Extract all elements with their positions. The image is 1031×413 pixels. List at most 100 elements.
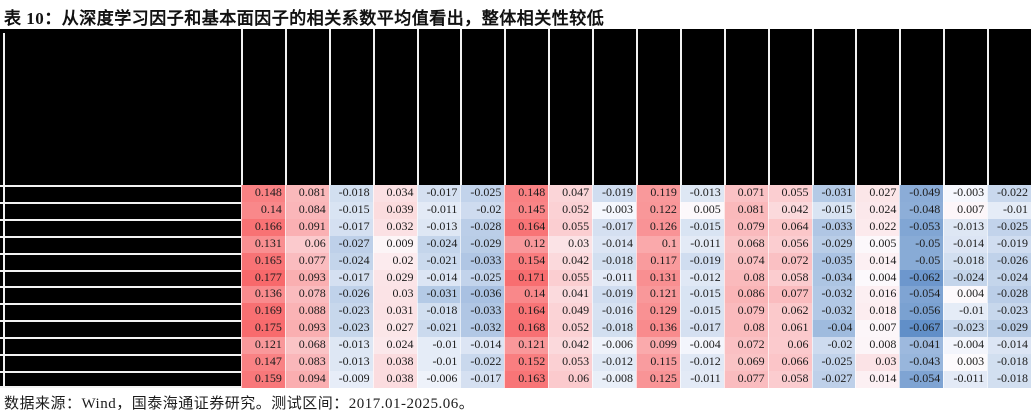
heatmap-cell: -0.031: [416, 286, 461, 304]
heatmap-cell: -0.015: [811, 201, 856, 219]
heatmap-cell: -0.026: [987, 252, 1031, 270]
heatmap-cell: 0.093: [284, 269, 329, 287]
heatmap-cell: 0.119: [636, 185, 680, 202]
heatmap-cell: 0.009: [372, 235, 417, 253]
heatmap-cell: -0.01: [416, 354, 461, 372]
heatmap-cell: -0.024: [943, 269, 988, 287]
heatmap-cell: -0.015: [679, 303, 724, 321]
heatmap-cell: 0.121: [636, 286, 680, 304]
heatmap-cell: -0.01: [987, 201, 1031, 219]
heatmap-cell: -0.006: [592, 337, 636, 355]
heatmap-cell: 0.084: [284, 201, 329, 219]
heatmap-cell: 0.117: [636, 252, 680, 270]
heatmap-cell: 0.077: [284, 252, 329, 270]
column-header-redacted: [241, 29, 285, 185]
heatmap-cell: -0.006: [416, 371, 461, 388]
heatmap-cell: -0.014: [943, 235, 988, 253]
heatmap-cell: -0.067: [899, 320, 944, 338]
heatmap-cell: 0.081: [723, 201, 768, 219]
column-header-redacted: [943, 29, 988, 185]
heatmap-cell: 0.145: [504, 201, 549, 219]
column-header-redacted: [504, 29, 549, 185]
header-corner-redacted: [0, 29, 241, 185]
column-header-redacted: [460, 29, 505, 185]
heatmap-cell: 0.078: [284, 286, 329, 304]
heatmap-cell: -0.04: [811, 320, 856, 338]
heatmap-cell: -0.011: [679, 371, 724, 388]
heatmap-cell: -0.011: [592, 269, 636, 287]
heatmap-cell: 0.06: [548, 371, 593, 388]
heatmap-cell: -0.022: [987, 185, 1031, 202]
heatmap-cell: -0.021: [416, 320, 461, 338]
column-header-redacted: [855, 29, 900, 185]
heatmap-cell: -0.018: [328, 185, 373, 202]
heatmap-cell: 0.02: [372, 252, 417, 270]
heatmap-cell: 0.164: [504, 303, 549, 321]
heatmap-cell: -0.062: [899, 269, 944, 287]
row-label-redacted: [0, 371, 241, 388]
heatmap-cell: -0.012: [592, 354, 636, 372]
heatmap-cell: -0.019: [592, 286, 636, 304]
heatmap-cell: 0.008: [855, 337, 900, 355]
heatmap-cell: -0.054: [899, 371, 944, 388]
heatmap-cell: 0.08: [723, 320, 768, 338]
heatmap-cell: -0.017: [460, 371, 505, 388]
row-label-redacted: [0, 354, 241, 372]
heatmap-cell: 0.038: [372, 371, 417, 388]
heatmap-cell: -0.023: [943, 320, 988, 338]
heatmap-cell: -0.018: [943, 252, 988, 270]
column-header-redacted: [811, 29, 856, 185]
heatmap-cell: -0.029: [987, 320, 1031, 338]
heatmap-cell: -0.013: [416, 218, 461, 236]
heatmap-cell: -0.015: [328, 201, 373, 219]
heatmap-cell: 0.007: [855, 320, 900, 338]
heatmap-cell: 0.091: [284, 218, 329, 236]
heatmap-cell: 0.081: [284, 185, 329, 202]
heatmap-cell: 0.14: [504, 286, 549, 304]
table-left-border: [3, 33, 5, 386]
heatmap-cell: -0.018: [592, 320, 636, 338]
heatmap-cell: -0.02: [811, 337, 856, 355]
heatmap-cell: -0.014: [592, 235, 636, 253]
heatmap-cell: 0.062: [767, 303, 812, 321]
heatmap-cell: -0.017: [328, 269, 373, 287]
heatmap-cell: -0.034: [811, 269, 856, 287]
heatmap-cell: -0.018: [592, 252, 636, 270]
heatmap-cell: -0.013: [328, 337, 373, 355]
heatmap-cell: 0.121: [504, 337, 549, 355]
heatmap-cell: -0.033: [460, 303, 505, 321]
heatmap-cell: 0.027: [855, 185, 900, 202]
heatmap-cell: 0.03: [372, 286, 417, 304]
heatmap-cell: -0.003: [592, 201, 636, 219]
heatmap-cell: 0.005: [679, 201, 724, 219]
column-header-redacted: [767, 29, 812, 185]
heatmap-cell: -0.027: [811, 371, 856, 388]
heatmap-cell: 0.126: [636, 218, 680, 236]
heatmap-cell: -0.017: [679, 320, 724, 338]
heatmap-cell: 0.169: [241, 303, 285, 321]
column-header-redacted: [592, 29, 636, 185]
heatmap-cell: -0.05: [899, 235, 944, 253]
row-label-redacted: [0, 252, 241, 270]
heatmap-cell: 0.058: [767, 269, 812, 287]
heatmap-cell: 0.077: [723, 371, 768, 388]
correlation-heatmap-table: 0.148 0.081 -0.018 0.034 -0.017 -0.025 0.148 0.…: [0, 29, 1031, 388]
heatmap-cell: 0.122: [636, 201, 680, 219]
heatmap-cell: -0.003: [943, 185, 988, 202]
heatmap-cell: 0.052: [548, 320, 593, 338]
heatmap-cell: -0.048: [899, 201, 944, 219]
heatmap-cell: -0.029: [811, 235, 856, 253]
heatmap-cell: 0.148: [504, 185, 549, 202]
heatmap-cell: -0.025: [460, 185, 505, 202]
heatmap-cell: 0.034: [372, 185, 417, 202]
heatmap-cell: 0.068: [723, 235, 768, 253]
heatmap-cell: 0.055: [548, 269, 593, 287]
heatmap-cell: 0.024: [855, 201, 900, 219]
column-header-redacted: [328, 29, 373, 185]
heatmap-cell: 0.148: [241, 185, 285, 202]
row-label-redacted: [0, 286, 241, 304]
heatmap-cell: -0.01: [416, 337, 461, 355]
heatmap-cell: 0.056: [767, 235, 812, 253]
heatmap-cell: 0.168: [504, 320, 549, 338]
heatmap-cell: -0.041: [899, 337, 944, 355]
